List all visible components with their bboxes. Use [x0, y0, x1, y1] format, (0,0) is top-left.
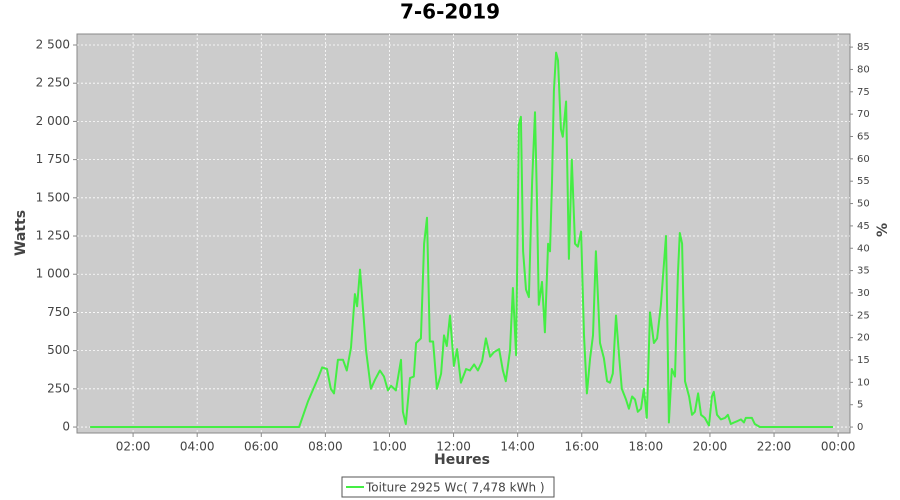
y2-tick-label: 70	[857, 109, 870, 120]
y2-tick-label: 85	[857, 42, 870, 53]
y2-tick-label: 40	[857, 243, 870, 254]
y2-axis-title: %	[875, 223, 891, 237]
y-tick-label: 1 000	[36, 267, 70, 281]
y-axis-title: Watts	[13, 210, 29, 256]
y2-tick-label: 35	[857, 266, 870, 277]
y2-tick-label: 60	[857, 154, 870, 165]
x-tick-label: 14:00	[500, 440, 535, 454]
x-tick-label: 20:00	[693, 440, 728, 454]
y2-tick-label: 50	[857, 199, 870, 210]
x-tick-label: 12:00	[436, 440, 471, 454]
y2-tick-label: 15	[857, 355, 870, 366]
x-tick-label: 04:00	[180, 440, 215, 454]
plot-area	[76, 33, 851, 434]
series-line	[90, 51, 833, 428]
y2-tick-label: 45	[857, 221, 870, 232]
y2-tick-label: 0	[857, 422, 863, 433]
x-tick-label: 10:00	[372, 440, 407, 454]
y-tick-label: 1 500	[36, 190, 70, 204]
x-tick-label: 00:00	[821, 440, 856, 454]
y-tick-label: 1 250	[36, 229, 70, 243]
y-tick-label: 1 750	[36, 152, 70, 166]
x-axis-title: Heures	[434, 452, 490, 468]
y2-tick-label: 80	[857, 64, 870, 75]
legend: Toiture 2925 Wc( 7,478 kWh )	[341, 476, 555, 498]
y2-tick-label: 25	[857, 310, 870, 321]
y2-tick-label: 75	[857, 87, 870, 98]
chart-title: 7-6-2019	[400, 0, 500, 24]
x-tick-label: 02:00	[116, 440, 151, 454]
y-tick-label: 2 000	[36, 114, 70, 128]
y-tick-label: 500	[47, 343, 70, 357]
y2-tick-label: 5	[857, 400, 863, 411]
x-tick-label: 16:00	[564, 440, 599, 454]
y2-tick-label: 65	[857, 131, 870, 142]
y-tick-label: 2 500	[36, 38, 70, 52]
y2-tick-label: 20	[857, 333, 870, 344]
x-tick-label: 08:00	[308, 440, 343, 454]
y2-tick-label: 10	[857, 377, 870, 388]
y-tick-label: 750	[47, 305, 70, 319]
y-tick-label: 0	[62, 420, 70, 434]
y-tick-label: 250	[47, 381, 70, 395]
legend-box	[341, 476, 555, 498]
y-tick-label: 2 250	[36, 76, 70, 90]
x-tick-label: 06:00	[244, 440, 279, 454]
y2-tick-label: 55	[857, 176, 870, 187]
x-tick-label: 18:00	[629, 440, 664, 454]
x-tick-label: 22:00	[757, 440, 792, 454]
legend-label: Toiture 2925 Wc( 7,478 kWh )	[365, 481, 545, 495]
y2-tick-label: 30	[857, 288, 870, 299]
